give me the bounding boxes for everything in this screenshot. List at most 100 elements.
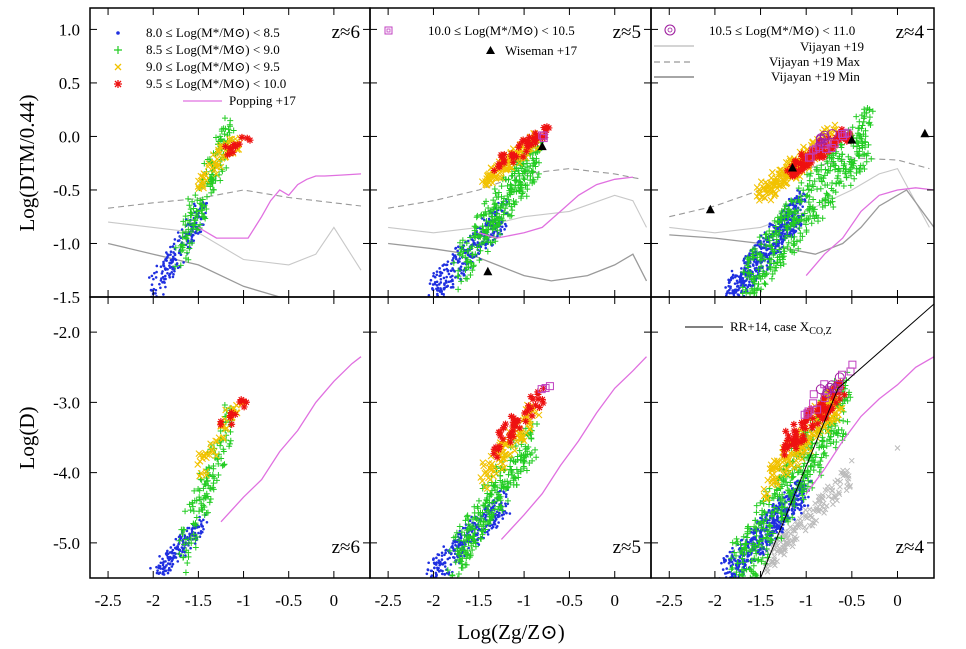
scatter-point-bin-1 xyxy=(220,462,227,469)
scatter-point-bin-0 xyxy=(449,275,452,279)
scatter-point-bin-1 xyxy=(824,191,831,198)
scatter-point-bin-2 xyxy=(484,173,492,181)
scatter-point-bin-1 xyxy=(814,462,821,469)
grey-marker xyxy=(801,524,808,530)
scatter-point-bin-0 xyxy=(495,526,498,529)
scatter-point-bin-0 xyxy=(725,585,728,588)
scatter-point-bin-2 xyxy=(773,473,781,481)
scatter-point-bin-0 xyxy=(508,512,512,515)
grey-marker xyxy=(837,483,843,490)
scatter-point-bin-0 xyxy=(169,250,173,254)
scatter-point-bin-0 xyxy=(781,240,785,244)
scatter-point-bin-1 xyxy=(865,141,872,148)
scatter-point-bin-1 xyxy=(215,460,222,467)
scatter-point-bin-1 xyxy=(840,162,847,169)
scatter-point-bin-0 xyxy=(729,588,732,591)
scatter-point-bin-0 xyxy=(432,579,435,582)
scatter-point-bin-1 xyxy=(768,537,775,544)
scatter-point-bin-1 xyxy=(192,544,199,551)
scatter-point-bin-1 xyxy=(465,539,472,546)
grey-marker xyxy=(776,547,782,554)
scatter-point-bin-1 xyxy=(469,546,476,553)
scatter-point-bin-0 xyxy=(493,523,497,526)
popping-line xyxy=(220,356,362,523)
scatter-point-bin-3 xyxy=(246,136,254,144)
scatter-point-bin-0 xyxy=(199,217,203,221)
scatter-point-bin-1 xyxy=(739,598,745,604)
scatter-point-bin-1 xyxy=(847,182,854,189)
scatter-point-bin-1 xyxy=(191,497,198,504)
scatter-point-bin-1 xyxy=(749,302,755,308)
scatter-point-bin-3 xyxy=(843,137,851,145)
scatter-point-bin-1 xyxy=(454,575,461,578)
scatter-point-bin-1 xyxy=(521,458,528,465)
scatter-point-bin-0 xyxy=(503,228,506,231)
scatter-point-bin-3 xyxy=(814,144,822,152)
scatter-point-bin-1 xyxy=(757,276,764,283)
scatter-point-bin-1 xyxy=(527,451,534,458)
scatter-point-bin-0 xyxy=(780,225,783,229)
scatter-point-bin-0 xyxy=(168,275,172,279)
scatter-point-bin-4 xyxy=(537,385,546,394)
scatter-point-bin-0 xyxy=(162,260,165,264)
scatter-point-bin-0 xyxy=(769,251,773,255)
scatter-point-bin-2 xyxy=(511,447,519,455)
scatter-point-bin-0 xyxy=(424,300,427,303)
scatter-point-bin-1 xyxy=(799,233,806,240)
scatter-point-bin-1 xyxy=(197,197,204,204)
scatter-point-bin-0 xyxy=(477,543,481,546)
scatter-point-bin-1 xyxy=(728,555,735,562)
grey-marker xyxy=(802,512,809,518)
scatter-point-bin-0 xyxy=(759,234,763,237)
scatter-point-bin-2 xyxy=(477,474,485,481)
scatter-point-bin-3 xyxy=(541,134,549,142)
scatter-point-bin-1 xyxy=(491,498,498,505)
scatter-point-bin-0 xyxy=(731,275,734,279)
scatter-point-bin-2 xyxy=(484,470,491,478)
grey-marker xyxy=(825,493,832,500)
scatter-point-bin-1 xyxy=(457,239,464,246)
scatter-point-bin-0 xyxy=(727,592,730,595)
scatter-point-bin-1 xyxy=(510,197,517,204)
scatter-point-bin-1 xyxy=(502,205,509,212)
scatter-point-bin-1 xyxy=(207,496,214,503)
scatter-point-bin-1 xyxy=(835,165,842,172)
scatter-point-bin-1 xyxy=(462,517,469,524)
grey-marker xyxy=(804,515,810,521)
scatter-point-bin-1 xyxy=(806,177,813,184)
scatter-point-bin-1 xyxy=(480,502,487,509)
scatter-point-bin-0 xyxy=(730,302,733,305)
redshift-label: z≈6 xyxy=(332,22,360,43)
scatter-point-bin-0 xyxy=(202,518,205,522)
scatter-point-bin-2 xyxy=(769,168,776,176)
scatter-point-bin-0 xyxy=(435,580,438,583)
scatter-point-bin-1 xyxy=(469,267,476,274)
scatter-point-bin-0 xyxy=(179,535,183,539)
scatter-point-bin-0 xyxy=(161,557,164,561)
scatter-point-bin-0 xyxy=(504,495,508,499)
scatter-point-bin-0 xyxy=(730,299,733,302)
scatter-point-bin-1 xyxy=(786,487,793,494)
scatter-point-bin-3 xyxy=(524,139,532,147)
scatter-point-bin-1 xyxy=(209,186,216,193)
scatter-point-bin-1 xyxy=(773,239,780,246)
scatter-point-bin-1 xyxy=(458,529,465,536)
scatter-point-bin-3 xyxy=(821,147,829,155)
scatter-point-bin-0 xyxy=(430,299,433,302)
scatter-point-bin-0 xyxy=(170,565,174,568)
scatter-point-bin-1 xyxy=(201,504,208,511)
scatter-point-bin-1 xyxy=(221,131,228,138)
scatter-point-bin-1 xyxy=(512,182,519,189)
scatter-point-bin-1 xyxy=(801,210,808,217)
scatter-point-bin-1 xyxy=(734,538,741,545)
scatter-point-bin-1 xyxy=(203,193,210,200)
x-tick-label: -2 xyxy=(146,591,160,610)
scatter-point-bin-2 xyxy=(790,464,798,472)
scatter-point-bin-0 xyxy=(777,520,781,524)
scatter-point-bin-1 xyxy=(193,534,200,541)
scatter-point-bin-1 xyxy=(728,566,735,573)
scatter-point-bin-0 xyxy=(733,275,737,279)
x-tick-label: -2.5 xyxy=(375,591,402,610)
grey-marker xyxy=(818,493,824,500)
